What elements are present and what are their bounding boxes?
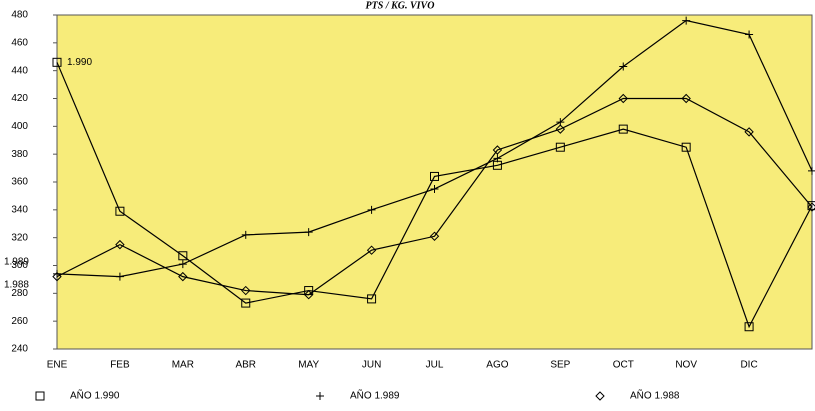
chart-title: PTS / KG. VIVO [366, 0, 435, 11]
series-line [56, 97, 813, 296]
series-line [56, 62, 813, 329]
marker [52, 57, 62, 67]
y-tick-label: 440 [11, 65, 28, 76]
x-tick-label: SEP [550, 360, 570, 371]
legend-label: AÑO 1.989 [350, 389, 400, 402]
legend-label: AÑO 1.990 [70, 389, 120, 402]
marker [745, 30, 754, 39]
x-tick-label: JUN [362, 360, 381, 371]
series-annotation: 1.989 [4, 256, 29, 267]
marker [178, 260, 187, 269]
series-annotation: 1.990 [67, 57, 92, 68]
marker [681, 93, 691, 104]
y-tick-label: 300 [11, 260, 28, 271]
marker [304, 228, 313, 237]
x-tick-label: ENE [47, 360, 68, 371]
marker [115, 206, 125, 216]
legend-label: AÑO 1.988 [630, 389, 680, 402]
marker [241, 230, 250, 239]
y-tick-label: 240 [11, 344, 28, 355]
marker [493, 154, 502, 163]
marker [744, 127, 754, 137]
marker [807, 201, 815, 211]
x-tick-label: MAR [172, 360, 194, 371]
marker [492, 145, 503, 155]
y-tick-label: 340 [11, 204, 28, 215]
y-tick-label: 280 [11, 288, 28, 299]
plot-area [56, 14, 813, 350]
x-tick-label: NOV [675, 360, 697, 371]
x-tick-label: FEB [110, 360, 130, 371]
x-tick-label: DIC [740, 360, 757, 371]
marker [744, 322, 754, 332]
marker [178, 251, 188, 261]
marker [115, 272, 124, 281]
marker [316, 392, 324, 400]
marker [682, 16, 691, 25]
y-tick-label: 320 [11, 232, 28, 243]
y-tick-label: 400 [11, 121, 28, 132]
marker [367, 294, 377, 304]
marker [595, 391, 605, 401]
marker [241, 285, 251, 296]
marker [430, 184, 439, 193]
y-tick-label: 380 [11, 149, 28, 160]
marker [618, 124, 628, 134]
y-tick-label: 360 [11, 177, 28, 188]
y-tick-label: 260 [11, 316, 28, 327]
x-tick-label: MAY [298, 360, 319, 371]
x-tick-label: AGO [486, 360, 508, 371]
marker [429, 231, 440, 241]
marker [178, 271, 188, 282]
marker [555, 124, 566, 134]
marker [681, 142, 691, 152]
y-tick-label: 420 [11, 93, 28, 104]
marker [555, 142, 565, 152]
marker [115, 239, 125, 250]
marker [618, 93, 628, 104]
marker [35, 391, 45, 401]
marker [52, 271, 62, 282]
marker [303, 290, 314, 300]
x-tick-label: JUL [426, 360, 444, 371]
marker [619, 62, 628, 71]
series-annotation: 1.988 [4, 279, 29, 290]
x-tick-label: ABR [235, 360, 256, 371]
marker [366, 245, 377, 255]
marker [241, 298, 251, 308]
y-tick-label: 460 [11, 37, 28, 48]
y-tick-label: 480 [11, 10, 28, 21]
marker [430, 171, 439, 181]
x-tick-label: OCT [613, 360, 634, 371]
marker [367, 205, 376, 214]
